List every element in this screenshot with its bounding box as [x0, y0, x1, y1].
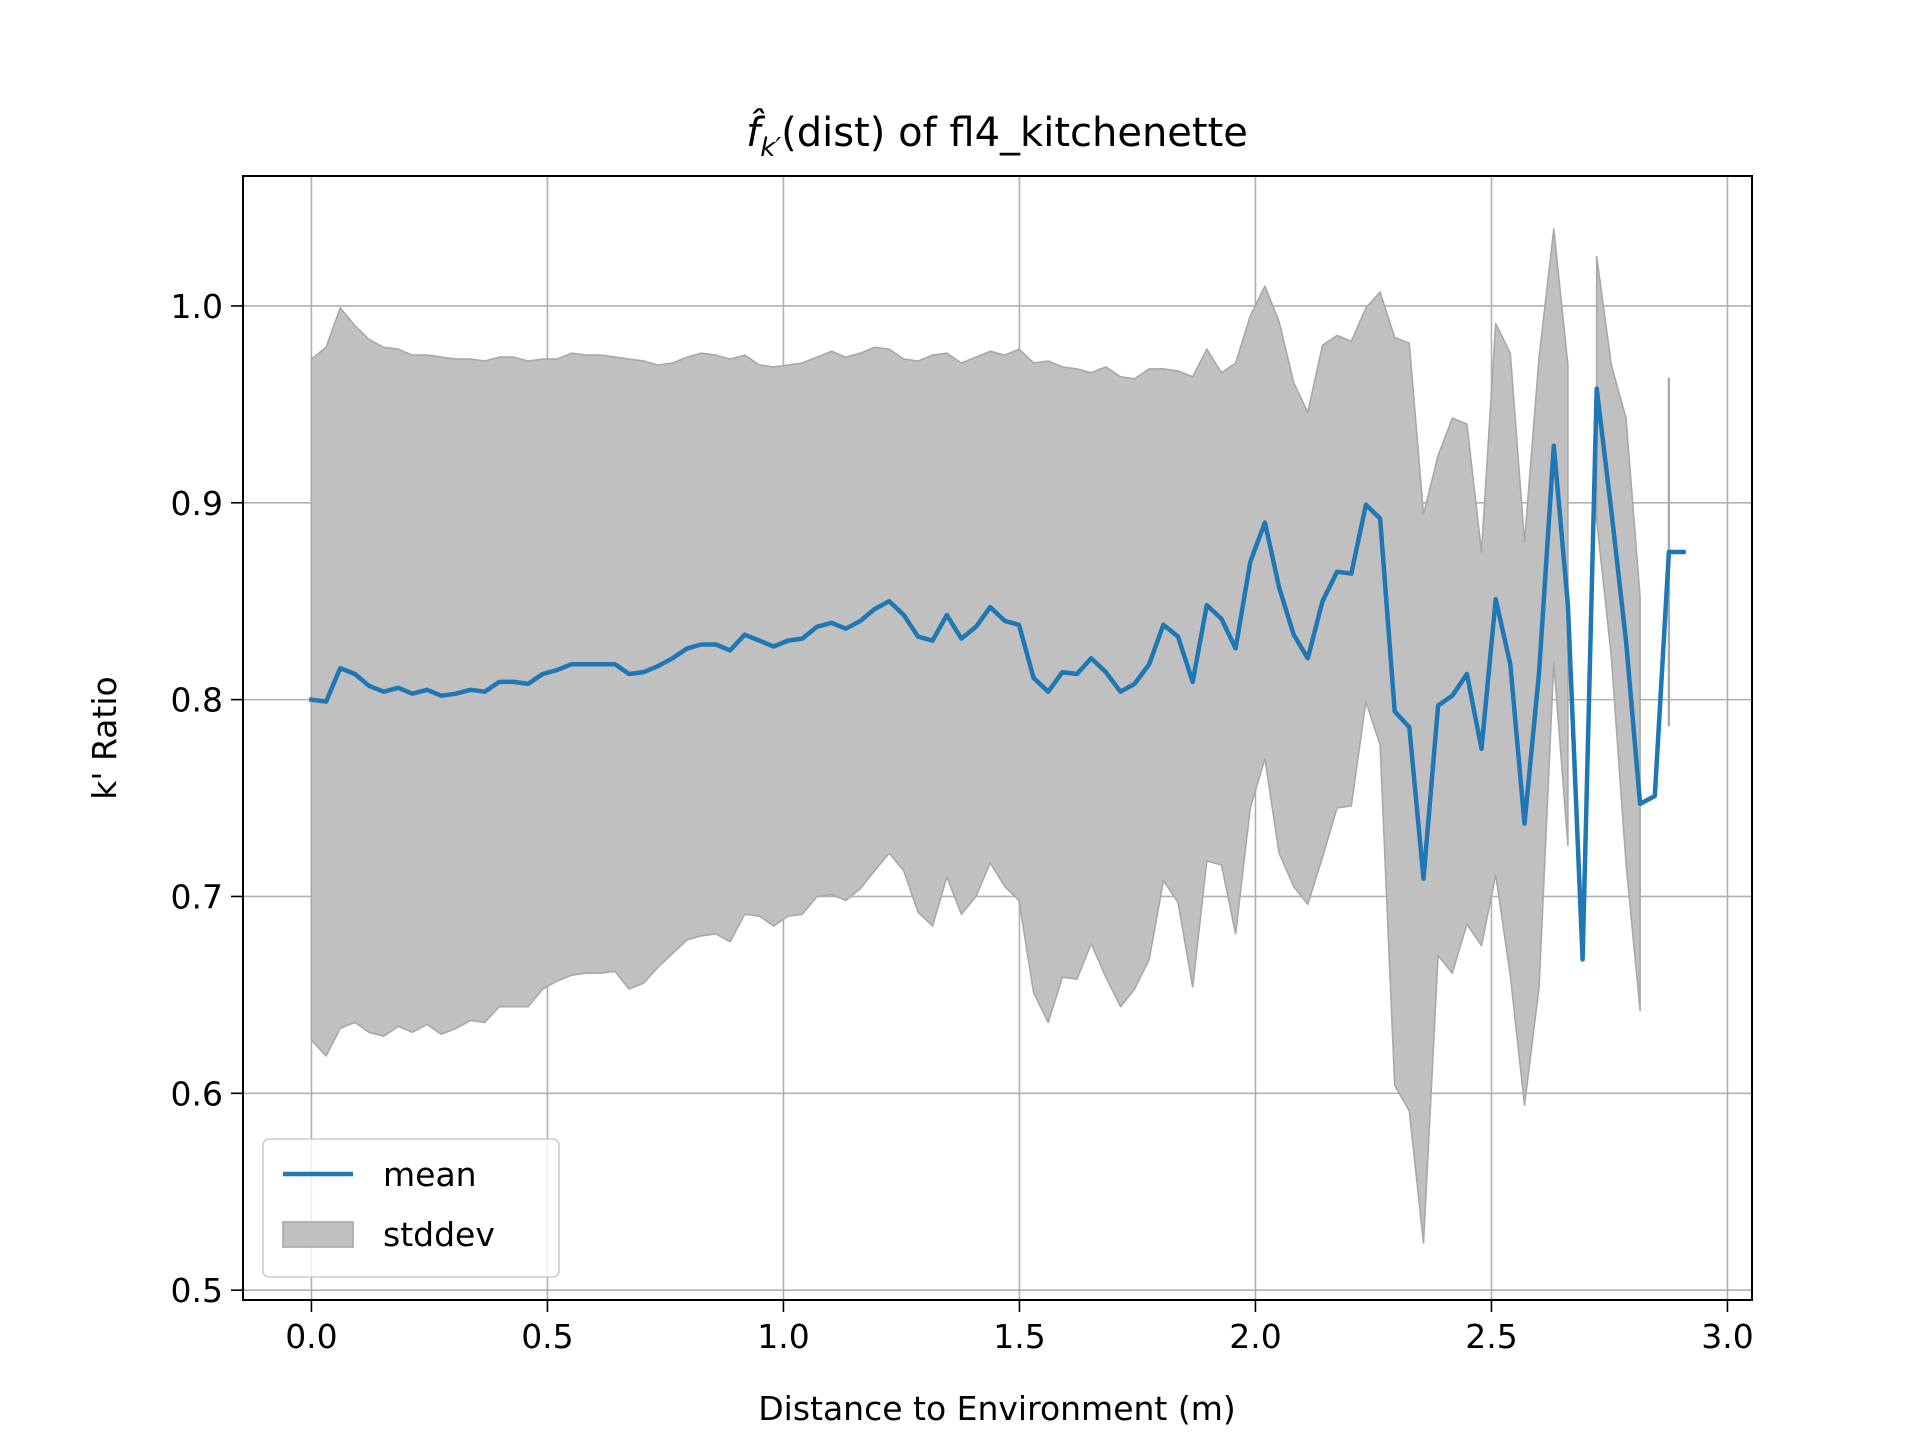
- axes-frame: [242, 175, 1753, 1301]
- mean-line: [308, 386, 1686, 962]
- chart-title: f̂k′(dist) of fl4_kitchenette: [746, 108, 1248, 163]
- y-tick-label: 0.9: [171, 484, 223, 523]
- plot-area: [308, 228, 1686, 1244]
- legend: mean stddev: [262, 1138, 560, 1278]
- x-tick-label: 0.0: [285, 1317, 337, 1356]
- x-tick-label: 2.0: [1229, 1317, 1281, 1356]
- x-axis-label: Distance to Environment (m): [758, 1389, 1236, 1428]
- x-tick-label: 0.5: [521, 1317, 573, 1356]
- axes: 0.0 0.5 1.0 1.5 2.0 2.5 3.0 0.5 0.6 0.7 0.8 0.9 1.0: [171, 175, 1754, 1356]
- x-tick-label: 1.5: [993, 1317, 1045, 1356]
- x-tick-label: 2.5: [1465, 1317, 1517, 1356]
- x-tick-label: 3.0: [1701, 1317, 1753, 1356]
- stddev-band: [310, 228, 1569, 1244]
- y-tick-label: 0.7: [171, 877, 223, 916]
- legend-swatch: [282, 1221, 354, 1248]
- y-tick-label: 0.6: [171, 1074, 223, 1113]
- x-tick-label: 1.0: [757, 1317, 809, 1356]
- y-tick-label: 0.8: [171, 681, 223, 720]
- stddev-band: [1595, 255, 1641, 1012]
- legend-label: stddev: [383, 1215, 495, 1254]
- legend-label: mean: [383, 1155, 477, 1194]
- y-axis-label: k' Ratio: [85, 676, 124, 799]
- title-text: (dist) of fl4_kitchenette: [781, 110, 1248, 156]
- y-tick-label: 0.5: [171, 1271, 223, 1310]
- y-tick-label: 1.0: [171, 287, 223, 326]
- title-subscript: k′: [760, 133, 781, 163]
